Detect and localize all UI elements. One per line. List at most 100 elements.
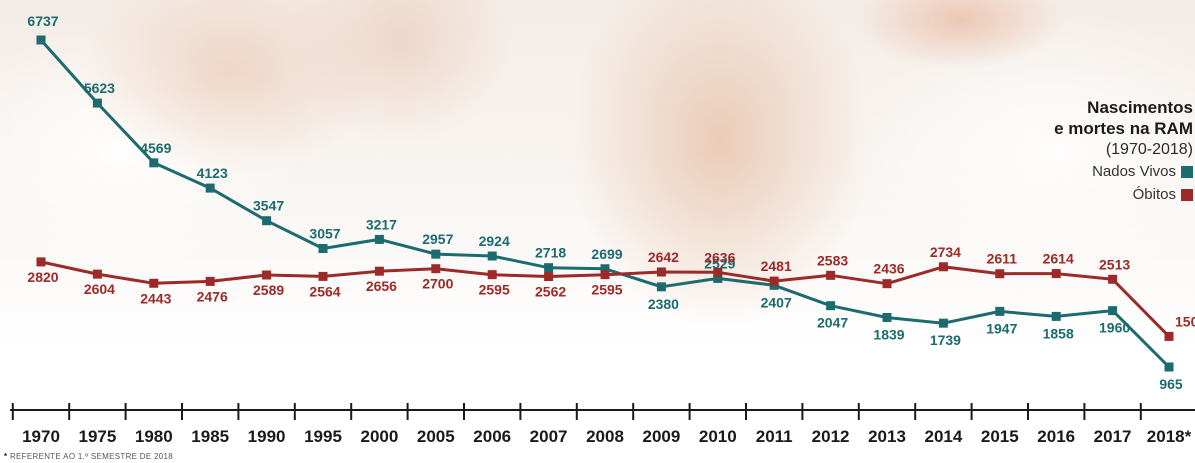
deaths-data-label: 1505	[1175, 313, 1195, 329]
legend-label-deaths: Óbitos	[1132, 186, 1176, 203]
deaths-data-point	[544, 272, 554, 282]
births-data-label: 4123	[197, 165, 228, 181]
legend-swatch-deaths	[1181, 188, 1193, 201]
chart-subtitle: (1970-2018)	[1105, 141, 1193, 158]
deaths-data-label: 2656	[366, 278, 397, 294]
x-tick-label: 1985	[191, 427, 229, 446]
deaths-data-label: 2820	[27, 269, 58, 285]
deaths-data-point	[487, 270, 497, 280]
deaths-data-point	[882, 279, 892, 289]
deaths-data-label: 2595	[591, 282, 622, 298]
deaths-data-point	[769, 276, 779, 286]
births-data-point	[318, 243, 328, 253]
deaths-data-point	[995, 269, 1005, 279]
x-tick-label: 2018*	[1147, 427, 1192, 446]
x-tick-label: 1995	[304, 427, 342, 446]
deaths-data-label: 2734	[930, 244, 961, 260]
deaths-data-point	[92, 269, 102, 279]
x-tick-label: 2005	[417, 427, 455, 446]
deaths-data-point	[1051, 269, 1061, 279]
x-tick-label: 1975	[78, 427, 116, 446]
births-data-label: 2699	[591, 246, 622, 262]
deaths-data-point	[1108, 274, 1118, 284]
births-data-point	[431, 249, 441, 259]
x-tick-label: 2011	[756, 427, 793, 446]
x-tick-label: 2015	[981, 427, 1019, 446]
births-data-point	[713, 273, 723, 283]
footnote-marker: *	[4, 452, 8, 461]
deaths-data-label: 2642	[648, 249, 679, 265]
births-data-label: 1839	[873, 326, 904, 342]
deaths-data-label: 2443	[140, 290, 171, 306]
births-data-label: 3217	[366, 216, 397, 232]
births-data-point	[882, 312, 892, 322]
deaths-data-label: 2611	[987, 251, 1018, 267]
footnote: * REFERENTE AO 1.º SEMESTRE DE 2018	[4, 452, 173, 461]
x-tick-label: 2012	[812, 427, 850, 446]
births-data-point	[995, 306, 1005, 316]
deaths-data-label: 2589	[253, 282, 284, 298]
births-data-point	[600, 264, 610, 274]
births-data-label: 965	[1159, 376, 1183, 392]
births-data-point	[656, 282, 666, 292]
x-tick-label: 2007	[530, 427, 568, 446]
legend-item-deaths: Óbitos	[1054, 183, 1193, 206]
deaths-data-label: 2583	[817, 252, 848, 268]
deaths-data-label: 2476	[197, 288, 228, 304]
births-data-label: 6737	[27, 13, 58, 29]
births-data-label: 4569	[140, 140, 171, 156]
deaths-data-label: 2700	[422, 276, 453, 292]
births-data-point	[938, 318, 948, 328]
births-data-point	[1108, 306, 1118, 316]
deaths-data-point	[318, 271, 328, 281]
deaths-data-label: 2604	[84, 281, 115, 297]
x-tick-label: 1990	[248, 427, 286, 446]
births-data-point	[1051, 311, 1061, 321]
births-data-point	[36, 35, 46, 45]
births-data-point	[826, 301, 836, 311]
births-data-point	[544, 263, 554, 273]
x-tick-label: 2006	[473, 427, 511, 446]
x-tick-label: 2000	[360, 427, 398, 446]
deaths-data-label: 2636	[704, 249, 735, 265]
births-data-label: 2047	[817, 315, 848, 331]
births-data-label: 2407	[761, 294, 792, 310]
deaths-data-point	[826, 270, 836, 280]
x-tick-label: 2010	[699, 427, 737, 446]
x-tick-label: 2009	[642, 427, 680, 446]
legend-label-births: Nados Vivos	[1092, 163, 1176, 180]
chart-legend: Nascimentos e mortes na RAM (1970-2018) …	[1054, 97, 1193, 206]
births-data-label: 1947	[986, 320, 1017, 336]
deaths-data-label: 2595	[479, 282, 510, 298]
x-tick-label: 2017	[1094, 427, 1132, 446]
deaths-data-point	[149, 278, 159, 288]
births-data-point	[92, 98, 102, 108]
births-data-label: 1858	[1043, 325, 1074, 341]
legend-swatch-births	[1181, 165, 1193, 178]
births-data-point	[149, 158, 159, 168]
chart-title: Nascimentos e mortes na RAM	[1054, 98, 1193, 138]
births-data-label: 3547	[253, 198, 284, 214]
deaths-data-label: 2564	[309, 283, 340, 299]
births-data-label: 1960	[1099, 320, 1130, 336]
births-data-label: 2380	[648, 296, 679, 312]
births-data-label: 3057	[309, 225, 340, 241]
births-data-point	[487, 251, 497, 261]
births-data-point	[262, 216, 272, 226]
x-tick-label: 1970	[22, 427, 60, 446]
deaths-data-point	[656, 267, 666, 277]
deaths-data-label: 2562	[535, 284, 566, 300]
births-data-label: 1739	[930, 332, 961, 348]
x-tick-label: 2008	[586, 427, 624, 446]
births-series-line	[39, 39, 1171, 369]
x-tick-label: 2013	[868, 427, 906, 446]
births-data-label: 2529	[704, 255, 735, 271]
deaths-data-label: 2481	[761, 258, 792, 274]
x-tick-label: 2014	[924, 427, 962, 446]
deaths-data-point	[374, 266, 384, 276]
births-data-point	[374, 234, 384, 244]
births-data-label: 5623	[84, 80, 115, 96]
deaths-data-point	[205, 276, 215, 286]
deaths-data-point	[431, 264, 441, 274]
